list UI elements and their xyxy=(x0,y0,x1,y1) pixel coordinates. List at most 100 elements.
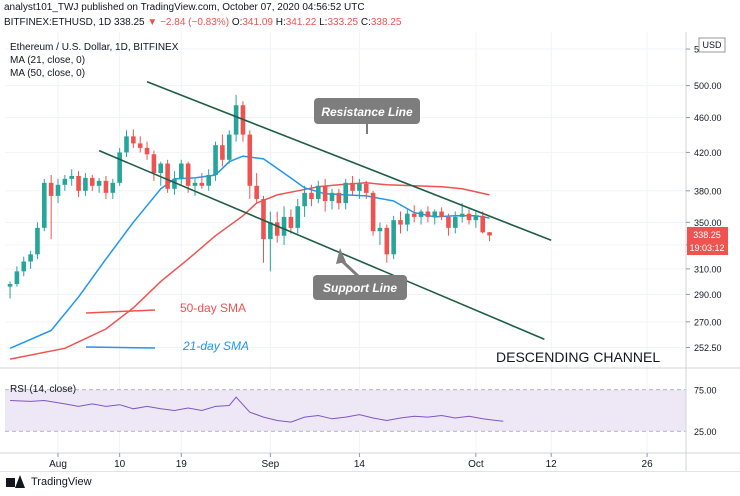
candle-body xyxy=(425,211,431,217)
support-line xyxy=(98,149,545,341)
resistance-label-box xyxy=(314,98,420,124)
sma50-label: 50-day SMA xyxy=(180,301,246,315)
high-label: H: xyxy=(275,17,286,28)
candle-body xyxy=(459,213,465,217)
candle-body xyxy=(480,215,485,233)
rsi-tick-label: 75.00 xyxy=(694,385,717,395)
legend-ma21: MA (21, close, 0) xyxy=(10,55,85,66)
candle-body xyxy=(370,192,376,232)
candle-body xyxy=(42,182,47,228)
candle-body xyxy=(206,174,211,186)
support-label-box xyxy=(313,275,407,300)
high-value: 341.22 xyxy=(285,17,317,28)
candle-body xyxy=(336,192,342,204)
last-price: 338.25 xyxy=(114,17,145,28)
candle-body xyxy=(418,211,424,217)
candle-body xyxy=(261,198,266,240)
candle-body xyxy=(391,220,396,255)
price-tick-label: 380.00 xyxy=(694,186,722,196)
sma50-key-line xyxy=(85,309,156,314)
candle-body xyxy=(233,105,239,135)
last-price-tag-value: 338.25 xyxy=(693,230,721,240)
support-annotation: Support Line xyxy=(313,248,407,300)
candle-body xyxy=(446,216,451,228)
time-tick-label: 14 xyxy=(354,459,366,470)
price-tick-label: 290.00 xyxy=(694,290,722,300)
price-tick-label: 310.00 xyxy=(694,264,722,274)
candle-body xyxy=(124,136,129,153)
candle-body xyxy=(432,211,438,217)
candle-body xyxy=(473,215,479,221)
candle-body xyxy=(172,178,177,189)
time-tick-label: Oct xyxy=(468,459,484,470)
publish-info: analyst101_TWJ published on TradingView.… xyxy=(4,2,365,13)
candle-body xyxy=(350,182,355,191)
candle-body xyxy=(288,216,294,228)
candle-body xyxy=(151,154,157,174)
currency-label: USD xyxy=(702,40,722,50)
candle-body xyxy=(48,182,54,196)
candle-body xyxy=(158,163,164,174)
rsi-line xyxy=(10,396,504,423)
candle-body xyxy=(192,182,198,186)
candle-body xyxy=(144,147,150,155)
candle-body xyxy=(165,163,170,189)
candle-body xyxy=(89,177,95,186)
candle-body xyxy=(453,216,458,228)
time-tick-label: 26 xyxy=(642,459,654,470)
legend-ma50: MA (50, close, 0) xyxy=(10,68,85,79)
candle-body xyxy=(398,220,403,225)
candle-body xyxy=(96,180,102,186)
price-chart[interactable]: 550.00500.00460.00420.00380.00350.00330.… xyxy=(0,32,740,471)
candle-body xyxy=(55,184,61,196)
rsi-tick-label: 25.00 xyxy=(694,427,717,437)
candle-body xyxy=(295,206,301,228)
candle-body xyxy=(117,152,122,183)
price-tick-label: 270.00 xyxy=(694,317,722,327)
resistance-line xyxy=(146,81,552,242)
time-tick-label: 10 xyxy=(114,459,126,470)
price-tick-label: 350.00 xyxy=(694,218,722,228)
candle-body xyxy=(377,227,383,232)
rsi-series xyxy=(5,389,686,432)
sma21-key-line xyxy=(85,346,156,349)
candle-body xyxy=(21,261,27,272)
sma21-label: 21-day SMA xyxy=(182,339,249,353)
support-label: Support Line xyxy=(323,281,397,295)
candle-body xyxy=(487,232,492,236)
resistance-annotation: Resistance Line xyxy=(314,98,420,134)
candle-body xyxy=(343,182,348,204)
time-tick-label: Sep xyxy=(261,459,279,470)
candle-body xyxy=(302,192,307,207)
open-value: 341.09 xyxy=(242,17,273,28)
candle-body xyxy=(76,175,81,191)
brand-name: TradingView xyxy=(31,476,92,488)
candle-body xyxy=(185,163,191,186)
candle-body xyxy=(274,222,280,236)
candle-body xyxy=(411,213,417,217)
candle-body xyxy=(405,213,410,225)
legend-title: Ethereum / U.S. Dollar, 1D, BITFINEX xyxy=(10,42,179,53)
price-change: ▼ −2.84 (−0.83%) xyxy=(147,17,230,28)
publish-header: analyst101_TWJ published on TradingView.… xyxy=(0,0,740,32)
candle-body xyxy=(69,175,74,179)
close-value: 338.25 xyxy=(370,17,402,28)
candle-body xyxy=(384,227,390,255)
chart-legend: Ethereum / U.S. Dollar, 1D, BITFINEX MA … xyxy=(10,42,179,395)
candle-body xyxy=(62,178,68,185)
tradingview-logo[interactable]: TradingView xyxy=(6,475,92,489)
candle-body xyxy=(110,182,116,193)
low-label: L: xyxy=(319,17,328,28)
support-pointer xyxy=(339,258,360,278)
sma-annotations: 50-day SMA 21-day SMA xyxy=(85,301,249,353)
support-arrow xyxy=(336,248,346,264)
candle-body xyxy=(131,136,136,144)
candle-body xyxy=(268,222,273,240)
candle-body xyxy=(28,254,33,262)
rsi-band xyxy=(5,389,686,432)
candle-body xyxy=(466,213,472,221)
descending-channel-label: DESCENDING CHANNEL xyxy=(496,349,660,365)
close-label: C: xyxy=(360,17,371,28)
candle-body xyxy=(254,185,259,199)
price-tick-label: 420.00 xyxy=(694,148,722,158)
